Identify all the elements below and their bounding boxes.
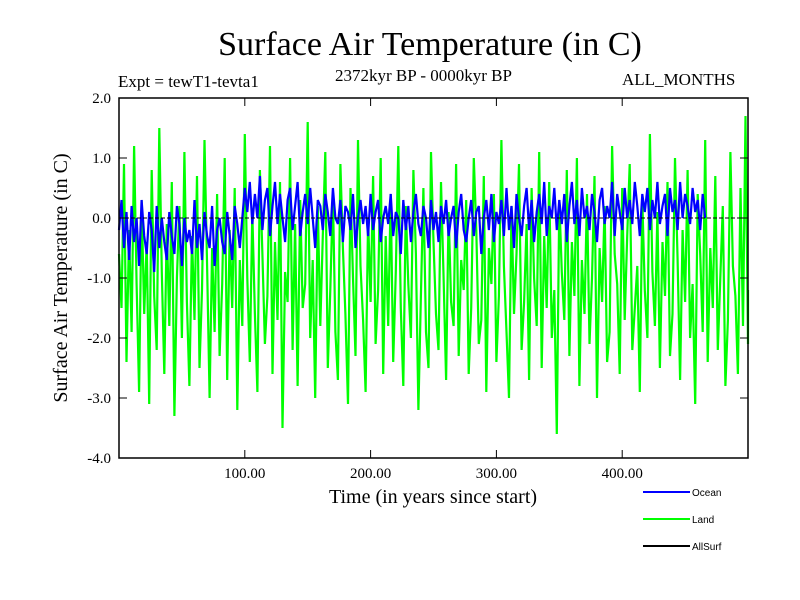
y-tick-label: 2.0 xyxy=(92,91,111,107)
series-layer xyxy=(117,115,750,435)
x-axis: 100.00 200.00 300.00 400.00 xyxy=(224,98,643,482)
legend: Ocean Land AllSurf xyxy=(643,488,722,553)
y-tick-label: -2.0 xyxy=(87,331,111,347)
period-label: 2372kyr BP - 0000kyr BP xyxy=(335,66,512,85)
series-line-land xyxy=(117,115,750,435)
x-tick-label: 300.00 xyxy=(476,466,517,482)
x-axis-label: Time (in years since start) xyxy=(329,486,537,508)
chart-title: Surface Air Temperature (in C) xyxy=(218,26,642,63)
y-axis-label: Surface Air Temperature (in C) xyxy=(50,153,72,402)
experiment-label: Expt = tewT1-tevta1 xyxy=(118,72,259,91)
y-tick-label: 0.0 xyxy=(92,211,111,227)
series-line-ocean xyxy=(117,175,707,273)
y-tick-label: 1.0 xyxy=(92,151,111,167)
legend-label-land: Land xyxy=(692,515,714,526)
y-tick-label: -4.0 xyxy=(87,451,111,467)
legend-label-ocean: Ocean xyxy=(692,488,721,499)
legend-label-allsurf: AllSurf xyxy=(692,542,722,553)
y-tick-label: -1.0 xyxy=(87,271,111,287)
x-tick-label: 200.00 xyxy=(350,466,391,482)
x-tick-label: 100.00 xyxy=(224,466,265,482)
x-tick-label: 400.00 xyxy=(602,466,643,482)
months-label: ALL_MONTHS xyxy=(622,70,736,89)
y-axis: 2.0 1.0 0.0 -1.0 -2.0 -3.0 -4.0 xyxy=(87,91,748,467)
y-tick-label: -3.0 xyxy=(87,391,111,407)
